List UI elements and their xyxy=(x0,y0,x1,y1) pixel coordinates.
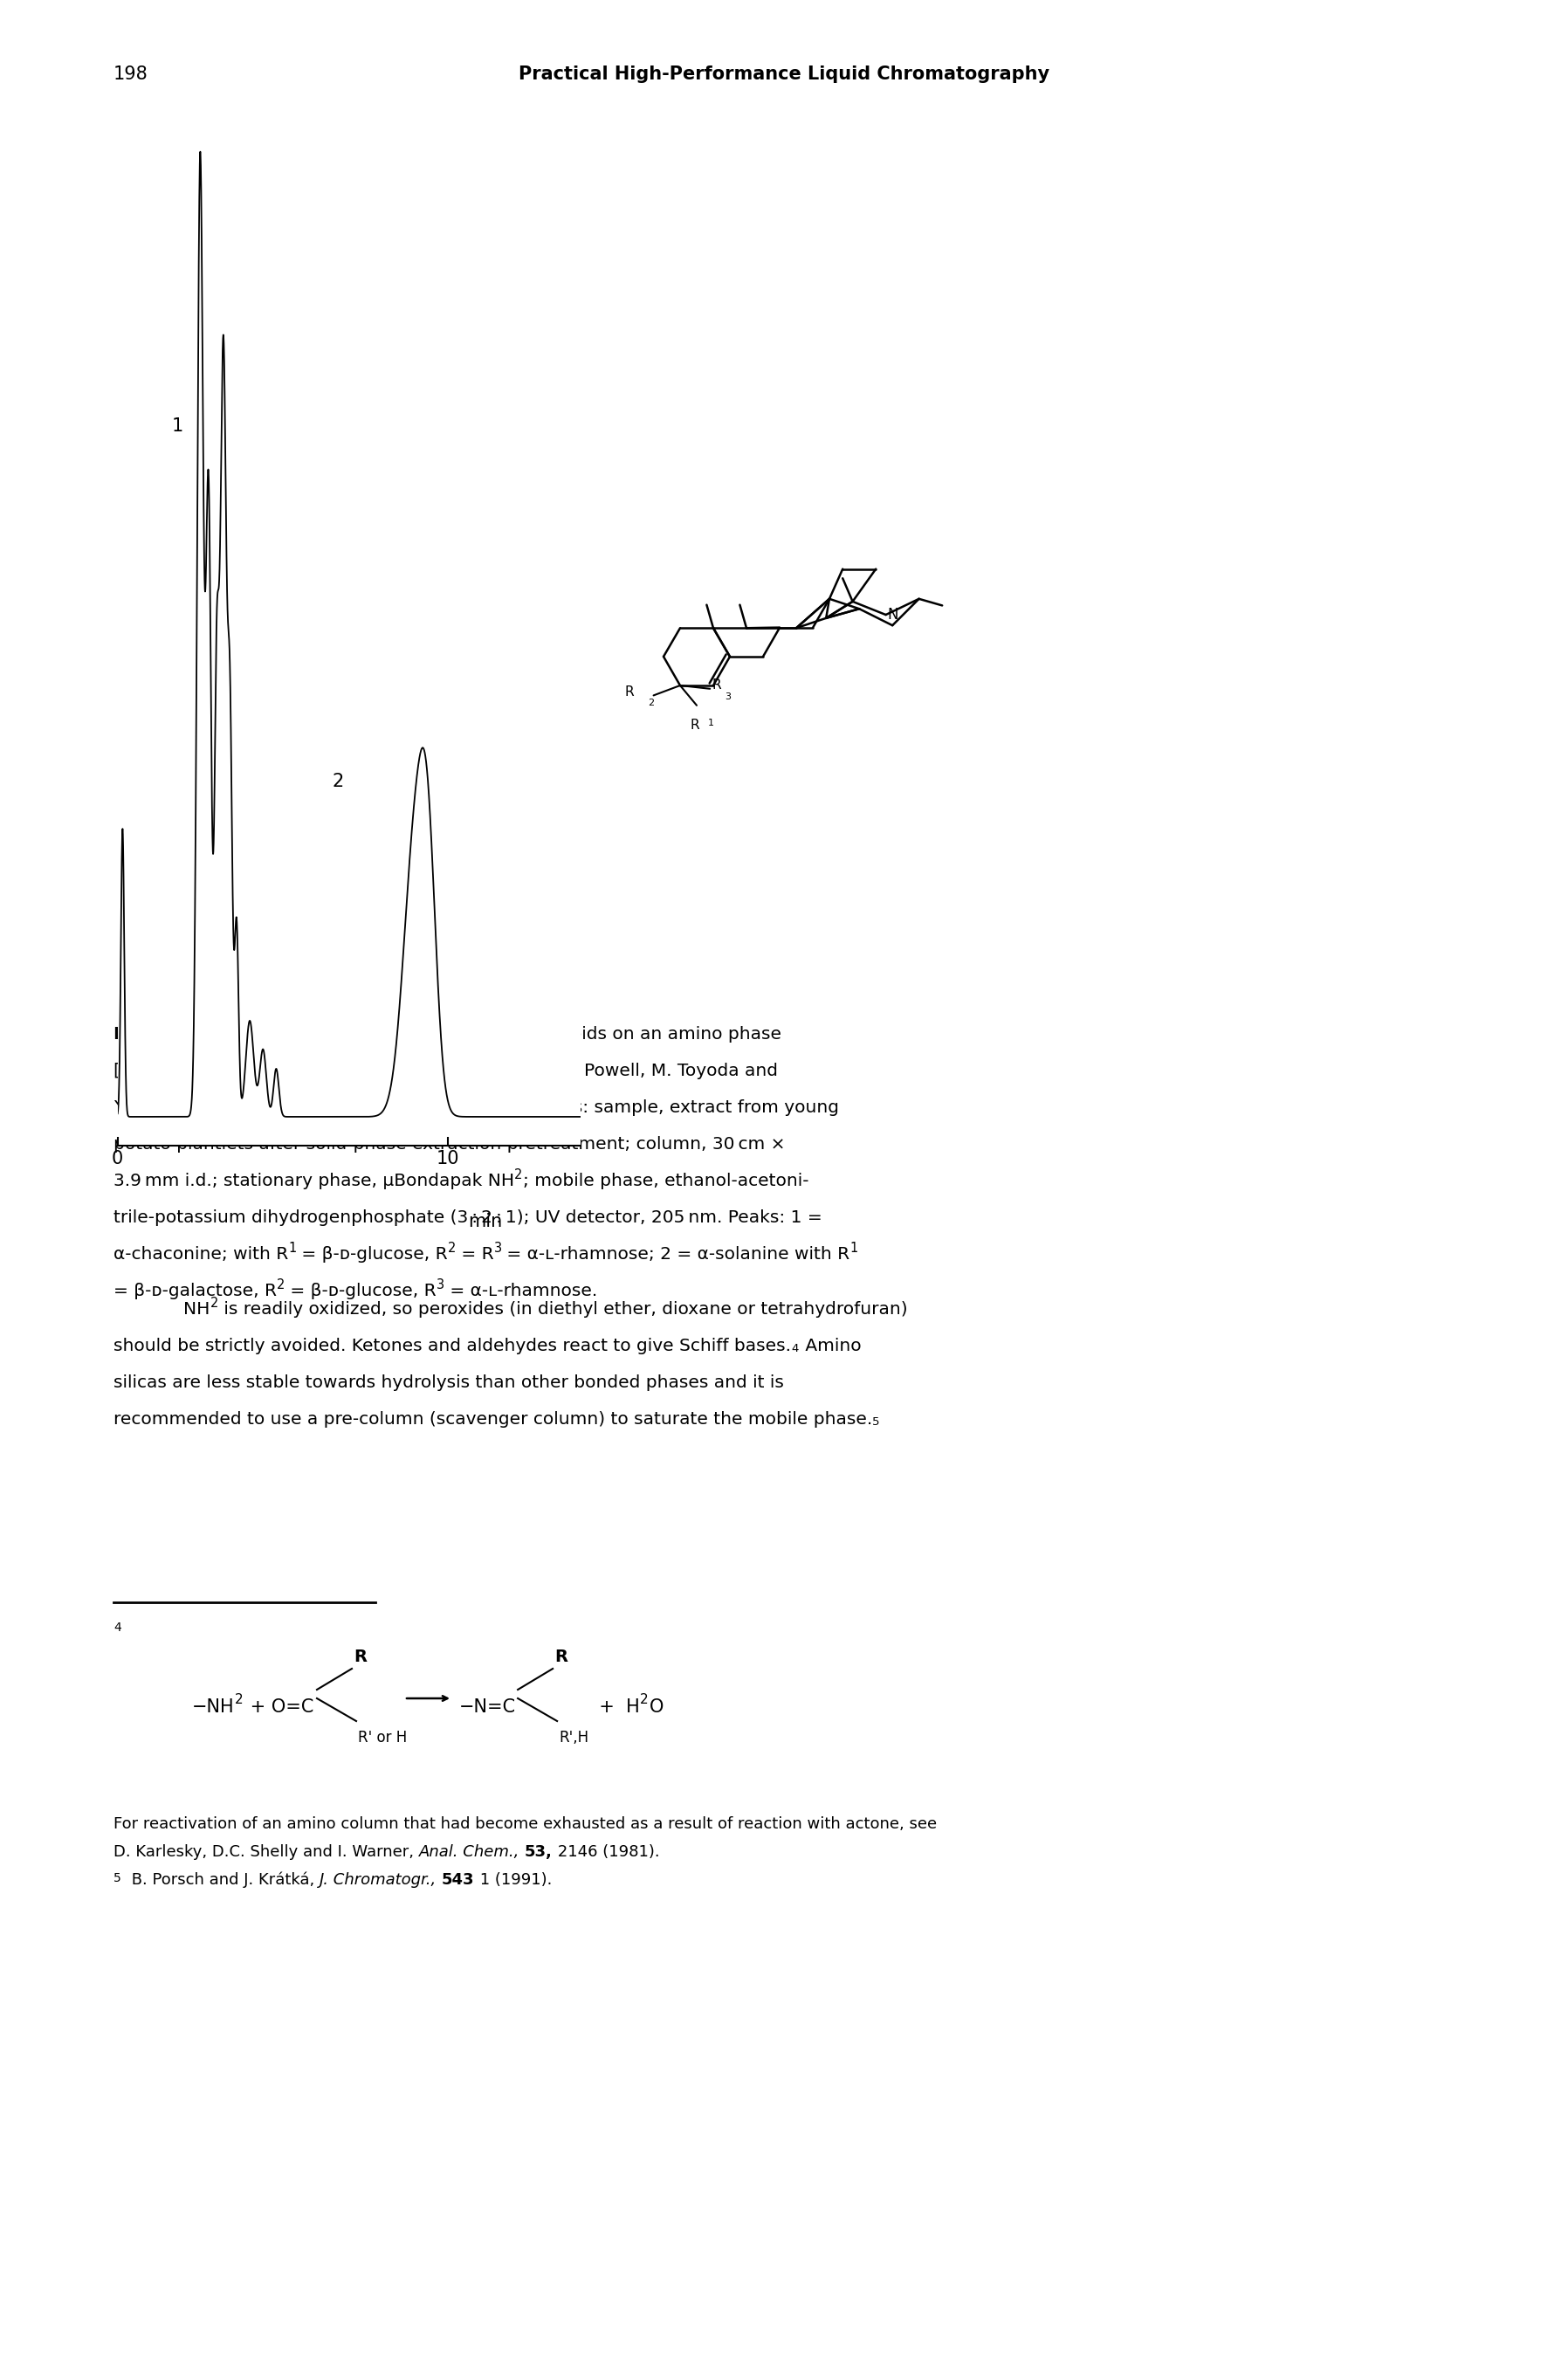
Text: 53,: 53, xyxy=(525,1845,552,1859)
Text: NH: NH xyxy=(183,1301,210,1318)
Text: O: O xyxy=(649,1698,663,1715)
Text: R: R xyxy=(555,1649,568,1665)
Text: potato plantlets after solid-phase extraction pretreatment; column, 30 cm ×: potato plantlets after solid-phase extra… xyxy=(113,1136,786,1153)
Text: 2: 2 xyxy=(235,1694,243,1705)
Text: 2: 2 xyxy=(210,1297,218,1311)
Text: D. Karlesky, D.C. Shelly and I. Warner,: D. Karlesky, D.C. Shelly and I. Warner, xyxy=(113,1845,419,1859)
Text: R: R xyxy=(354,1649,367,1665)
Text: Amino: Amino xyxy=(800,1337,861,1353)
Text: 2: 2 xyxy=(514,1169,522,1181)
Text: Separation of potato tissue glycoalkaloids on an amino phase: Separation of potato tissue glycoalkaloi… xyxy=(227,1025,781,1042)
Text: 1: 1 xyxy=(850,1242,858,1254)
Text: 2: 2 xyxy=(640,1694,648,1705)
Text: R: R xyxy=(690,718,699,732)
Text: ; mobile phase, ethanol-acetoni-: ; mobile phase, ethanol-acetoni- xyxy=(524,1172,809,1190)
Text: recommended to use a pre-column (scavenger column) to saturate the mobile phase.: recommended to use a pre-column (scaveng… xyxy=(113,1410,872,1427)
Text: 2: 2 xyxy=(648,699,654,709)
Text: 357 (1989)]. Conditions: sample, extract from young: 357 (1989)]. Conditions: sample, extract… xyxy=(368,1098,839,1115)
Text: 1: 1 xyxy=(709,718,713,727)
Text: Practical High-Performance Liquid Chromatography: Practical High-Performance Liquid Chroma… xyxy=(519,66,1049,83)
Text: N: N xyxy=(887,607,898,624)
Text: J. Chromatogr.,: J. Chromatogr., xyxy=(320,1873,437,1887)
Text: min: min xyxy=(467,1212,502,1231)
Text: +  H: + H xyxy=(588,1698,640,1715)
Text: J. Chromatogr.,: J. Chromatogr., xyxy=(185,1098,317,1115)
Text: is readily oxidized, so peroxides (in diethyl ether, dioxane or tetrahydrofuran): is readily oxidized, so peroxides (in di… xyxy=(218,1301,908,1318)
Text: trile-potassium dihydrogenphosphate (3 : 2 : 1); UV detector, 205 nm. Peaks: 1 =: trile-potassium dihydrogenphosphate (3 :… xyxy=(113,1209,822,1226)
Text: Figure 11.3: Figure 11.3 xyxy=(113,1025,227,1042)
Text: 543: 543 xyxy=(442,1873,475,1887)
Text: −N=C: −N=C xyxy=(459,1698,516,1715)
Text: R',H: R',H xyxy=(558,1729,588,1746)
Text: = β-ᴅ-glucose, R: = β-ᴅ-glucose, R xyxy=(285,1283,436,1299)
Text: Y. Saito,: Y. Saito, xyxy=(113,1098,185,1115)
Text: 3: 3 xyxy=(436,1278,444,1292)
Text: silicas are less stable towards hydrolysis than other bonded phases and it is: silicas are less stable towards hydrolys… xyxy=(113,1375,784,1391)
Text: 3.9 mm i.d.; stationary phase, μBondapak NH: 3.9 mm i.d.; stationary phase, μBondapak… xyxy=(113,1172,514,1190)
Text: For reactivation of an amino column that had become exhausted as a result of rea: For reactivation of an amino column that… xyxy=(113,1816,938,1833)
Text: 1 (1991).: 1 (1991). xyxy=(475,1873,552,1887)
Text: B. Porsch and J. Krátká,: B. Porsch and J. Krátká, xyxy=(127,1873,320,1887)
Text: 5: 5 xyxy=(872,1417,880,1427)
Text: + O=C: + O=C xyxy=(245,1698,314,1715)
Text: 2: 2 xyxy=(448,1242,456,1254)
Text: = R: = R xyxy=(456,1247,494,1264)
Text: 4: 4 xyxy=(790,1344,798,1353)
Text: α-chaconine; with R: α-chaconine; with R xyxy=(113,1247,289,1264)
Text: −NH: −NH xyxy=(191,1698,235,1715)
Text: R: R xyxy=(712,678,721,692)
Text: should be strictly avoided. Ketones and aldehydes react to give Schiff bases.: should be strictly avoided. Ketones and … xyxy=(113,1337,790,1353)
Text: 2: 2 xyxy=(278,1278,285,1292)
Text: = β-ᴅ-galactose, R: = β-ᴅ-galactose, R xyxy=(113,1283,278,1299)
Text: R' or H: R' or H xyxy=(358,1729,408,1746)
Text: 1: 1 xyxy=(172,418,183,435)
Text: [reproduced with permission from K. Kobayashi, A.D. Powell, M. Toyoda and: [reproduced with permission from K. Koba… xyxy=(113,1063,778,1079)
Text: Anal. Chem.,: Anal. Chem., xyxy=(419,1845,519,1859)
Text: = α-ʟ-rhamnose.: = α-ʟ-rhamnose. xyxy=(444,1283,597,1299)
Text: R: R xyxy=(626,685,635,699)
Text: 2146 (1981).: 2146 (1981). xyxy=(552,1845,660,1859)
Text: 1: 1 xyxy=(289,1242,296,1254)
Text: 5: 5 xyxy=(113,1873,121,1885)
Text: = α-ʟ-rhamnose; 2 = α-solanine with R: = α-ʟ-rhamnose; 2 = α-solanine with R xyxy=(502,1247,850,1264)
Text: 2: 2 xyxy=(332,772,343,791)
Text: 198: 198 xyxy=(113,66,149,83)
Text: 3: 3 xyxy=(494,1242,502,1254)
Text: 462,: 462, xyxy=(326,1098,368,1115)
Text: 4: 4 xyxy=(113,1623,121,1635)
Text: = β-ᴅ-glucose, R: = β-ᴅ-glucose, R xyxy=(296,1247,448,1264)
Text: 3: 3 xyxy=(724,692,731,702)
